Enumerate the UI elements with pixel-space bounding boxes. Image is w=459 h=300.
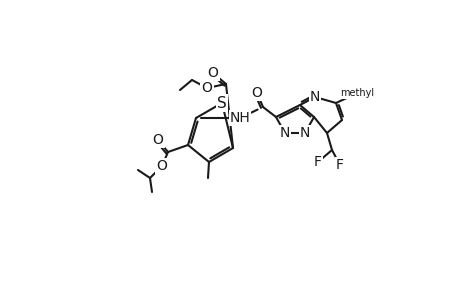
Text: N: N bbox=[279, 126, 290, 140]
Text: S: S bbox=[217, 95, 226, 110]
Text: O: O bbox=[156, 159, 167, 173]
Text: O: O bbox=[201, 81, 212, 95]
Text: O: O bbox=[152, 133, 163, 147]
Text: O: O bbox=[207, 66, 218, 80]
Text: F: F bbox=[335, 158, 343, 172]
Text: NH: NH bbox=[229, 111, 250, 125]
Text: N: N bbox=[309, 90, 319, 104]
Text: methyl: methyl bbox=[339, 88, 373, 98]
Text: N: N bbox=[299, 126, 309, 140]
Text: O: O bbox=[251, 86, 262, 100]
Text: F: F bbox=[313, 155, 321, 169]
